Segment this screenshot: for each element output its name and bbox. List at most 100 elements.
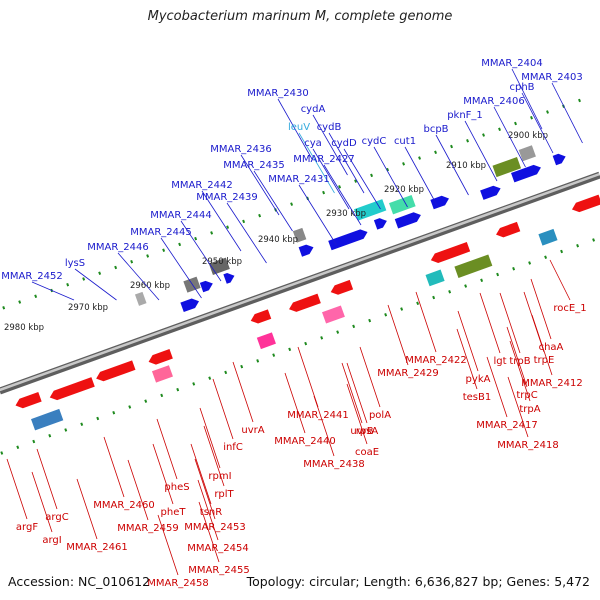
reverse-label-mmar-2461: MMAR_2461: [66, 542, 128, 553]
reverse-leader-rpsa: [346, 362, 368, 424]
reverse-leader-rpmi: [199, 407, 221, 469]
reverse-label-phes: pheS: [164, 482, 189, 493]
forward-label-mmar-2406: MMAR_2406: [463, 96, 525, 107]
reverse-label-roce-1: rocE_1: [553, 303, 586, 314]
reverse-label-mmar-2438: MMAR_2438: [303, 459, 365, 470]
reverse-label-argf: argF: [16, 522, 38, 533]
forward-leader-mmar-2439: [226, 202, 267, 264]
backbone-highlight: [0, 172, 600, 392]
reverse-label-trpc: trpC: [516, 390, 537, 401]
forward-gene-5: [328, 229, 368, 251]
forward-leader-mmar-2427: [323, 164, 362, 226]
forward-leader-lyss: [74, 268, 117, 301]
reverse-leader-rplt: [203, 425, 225, 487]
scale-label-2950-kbp: 2950 kbp: [202, 257, 242, 267]
reverse-leader-mmar-2417: [486, 356, 508, 418]
reverse-leader-argf: [6, 458, 28, 520]
forward-leader-cydc: [373, 146, 408, 208]
reverse-leader-mmar-2454: [197, 479, 219, 541]
reverse-leader-mmar-2418: [507, 376, 529, 438]
reverse-leader-pyka: [457, 310, 479, 372]
reverse-label-mmar-2417: MMAR_2417: [476, 420, 538, 431]
reverse-leader-chaa: [530, 278, 552, 340]
forward-label-bcpb: bcpB: [423, 124, 448, 135]
forward-leader-cphb: [521, 92, 554, 154]
scale-label-2960-kbp: 2960 kbp: [130, 281, 170, 291]
forward-gene-7: [394, 212, 421, 229]
reverse-label-mmar-2418: MMAR_2418: [497, 440, 559, 451]
forward-gene-4: [298, 244, 314, 257]
forward-label-mmar-2452: MMAR_2452: [1, 271, 63, 282]
reverse-leader-pola: [359, 346, 381, 408]
forward-label-mmar-2445: MMAR_2445: [130, 227, 192, 238]
forward-feature-7: [518, 145, 536, 162]
reverse-label-mmar-2455: MMAR_2455: [188, 565, 250, 576]
reverse-label-mmar-2460: MMAR_2460: [93, 500, 155, 511]
forward-gene-10: [511, 164, 541, 183]
forward-gene-6: [373, 218, 387, 230]
reverse-label-argi: argI: [42, 535, 61, 546]
topology-text: Topology: circular; Length: 6,636,827 bp…: [246, 574, 590, 589]
reverse-label-uvra: uvrA: [241, 425, 264, 436]
scale-label-2900-kbp: 2900 kbp: [508, 131, 548, 141]
figure-title: Mycobacterium marinum M, complete genome: [147, 9, 453, 24]
reverse-feature-2: [151, 365, 173, 383]
reverse-label-rplt: rplT: [214, 489, 234, 500]
forward-label-mmar-2427: MMAR_2427: [293, 154, 355, 165]
reverse-label-mmar-2440: MMAR_2440: [274, 436, 336, 447]
reverse-label-pola: polA: [369, 410, 391, 421]
reverse-gene-9: [496, 221, 521, 238]
reverse-leader-roce-1: [549, 259, 571, 301]
reverse-leader-tesb1: [456, 328, 478, 390]
forward-leader-bcpb: [435, 134, 469, 196]
forward-label-mmar-2431: MMAR_2431: [268, 174, 330, 185]
reverse-leader-mmar-2422: [415, 291, 437, 353]
forward-label-cphb: cphB: [509, 82, 534, 93]
forward-gene-9: [480, 185, 501, 200]
reverse-label-mmar-2459: MMAR_2459: [117, 523, 179, 534]
reverse-label-rpsa: rpsA: [356, 426, 379, 437]
reverse-leader-phes: [156, 418, 178, 480]
forward-gene-1: [180, 298, 200, 313]
reverse-gene-3: [96, 360, 136, 382]
accession-text: Accession: NC_010612: [8, 574, 151, 589]
reverse-leader-mmar-2453: [194, 458, 216, 520]
reverse-feature-5: [454, 254, 493, 278]
reverse-leader-argi: [31, 471, 53, 533]
reverse-label-chaa: chaA: [539, 342, 564, 353]
forward-label-cya: cya: [304, 138, 322, 149]
reverse-leader-mmar-2429: [387, 304, 409, 366]
reverse-leader-mmar-2459: [127, 459, 149, 521]
reverse-leader-argc: [36, 448, 58, 510]
forward-label-cydb: cydB: [317, 122, 342, 133]
forward-label-cyda: cydA: [301, 104, 326, 115]
reverse-leader-mmar-2458: [157, 514, 179, 576]
reverse-leader-mmar-2461: [76, 478, 98, 540]
forward-label-pknf-1: pknF_1: [447, 110, 483, 121]
reverse-leader-uvra: [232, 361, 254, 423]
reverse-label-mmar-2412: MMAR_2412: [521, 378, 583, 389]
scale-label-2940-kbp: 2940 kbp: [258, 235, 298, 245]
forward-leader-leuv: [298, 132, 335, 194]
reverse-leader-trpa: [509, 340, 531, 402]
reverse-feature-1: [31, 408, 64, 431]
forward-label-lyss: lysS: [65, 258, 85, 269]
reverse-label-phet: pheT: [161, 507, 187, 518]
forward-feature-4: [354, 199, 387, 221]
forward-label-mmar-2430: MMAR_2430: [247, 88, 309, 99]
reverse-leader-lgt: [479, 292, 501, 354]
reverse-label-mmar-2441: MMAR_2441: [287, 410, 349, 421]
reverse-gene-8: [430, 242, 471, 263]
forward-label-cydd: cydD: [331, 138, 357, 149]
reverse-label-pyka: pykA: [466, 374, 491, 385]
forward-leader-mmar-2444: [180, 220, 222, 282]
reverse-label-uvrb: uvrB: [350, 426, 373, 437]
forward-feature-3: [292, 227, 307, 243]
reverse-leader-mmar-2455: [198, 501, 220, 563]
forward-leader-pknf-1: [464, 120, 498, 182]
scale-label-2910-kbp: 2910 kbp: [446, 161, 486, 171]
reverse-leader-uvrb: [341, 362, 363, 424]
forward-leader-mmar-2452: [31, 281, 75, 301]
scale-label-2930-kbp: 2930 kbp: [326, 209, 366, 219]
reverse-label-lgt: lgt: [493, 356, 506, 367]
